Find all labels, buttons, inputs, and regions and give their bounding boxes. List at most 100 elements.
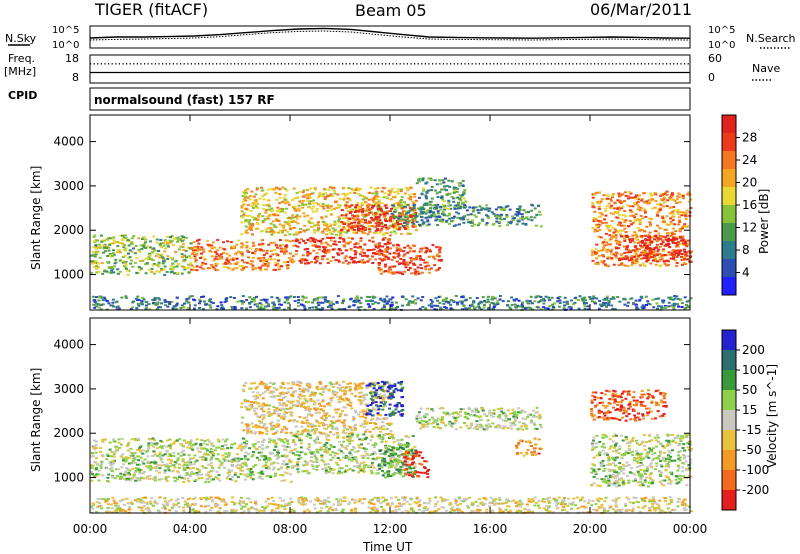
cell-3-4 <box>320 216 324 219</box>
cell-3-6 <box>384 270 388 273</box>
cell-3-1 <box>163 250 167 253</box>
cell-4-0 <box>458 508 461 511</box>
cell-3-10 <box>655 253 659 256</box>
cell-3-4 <box>404 203 408 206</box>
cell-3-9 <box>627 195 631 198</box>
cell-3-0 <box>683 296 687 299</box>
cell-3-9 <box>661 215 664 218</box>
cell-4-0 <box>249 501 253 504</box>
cell-3-7 <box>520 213 524 216</box>
cell-3-5 <box>403 226 407 229</box>
cell-3-2 <box>280 250 283 253</box>
cell-4-0 <box>545 509 549 512</box>
cell-4-1 <box>230 479 234 482</box>
cell-4-1 <box>195 438 199 441</box>
cell-3-4 <box>261 195 265 198</box>
cell-3-8 <box>459 207 462 210</box>
cell-3-9 <box>602 255 606 258</box>
cell-3-2 <box>200 255 204 258</box>
cell-3-4 <box>389 231 393 234</box>
cell-3-7 <box>485 214 488 217</box>
cell-3-9 <box>661 250 665 253</box>
cell-4-0 <box>489 496 493 499</box>
cell-3-4 <box>383 187 387 190</box>
cell-3-3 <box>374 253 378 255</box>
cell-3-1 <box>133 252 137 255</box>
cell-4-1 <box>161 461 165 464</box>
noise-panel: N.Sky 10^5 10^0 10^5 10^0 N.Search <box>5 25 796 51</box>
cell-3-1 <box>153 249 157 252</box>
cell-3-0 <box>680 302 684 305</box>
cell-3-0 <box>583 296 587 299</box>
cell-3-0 <box>300 299 304 302</box>
cell-3-3 <box>337 260 341 263</box>
cell-3-1 <box>97 243 101 246</box>
cell-3-0 <box>202 295 205 298</box>
cell-4-0 <box>301 499 305 502</box>
cell-4-1 <box>162 445 166 447</box>
cell-4-0 <box>152 504 156 507</box>
cell-3-5 <box>404 225 408 227</box>
cell-3-9 <box>677 196 681 199</box>
cell-3-5 <box>340 229 344 232</box>
cell-3-9 <box>619 263 623 266</box>
cell-3-0 <box>602 301 605 304</box>
cell-3-10 <box>674 249 678 252</box>
cell-3-8 <box>454 196 458 199</box>
cell-4-0 <box>544 498 548 501</box>
cell-4-1 <box>133 461 137 464</box>
cell-4-0 <box>122 503 126 506</box>
cell-3-5 <box>385 206 389 209</box>
cell-3-4 <box>354 188 358 191</box>
cell-3-9 <box>670 193 674 196</box>
cell-3-4 <box>240 206 244 209</box>
cell-3-4 <box>282 224 286 227</box>
cell-3-2 <box>201 248 205 251</box>
cell-3-5 <box>379 209 383 212</box>
cell-4-1 <box>146 447 150 450</box>
cell-3-1 <box>182 266 186 268</box>
cell-3-0 <box>296 301 300 304</box>
cell-3-4 <box>326 210 330 212</box>
cell-3-7 <box>535 213 539 216</box>
cell-4-0 <box>303 510 307 513</box>
cell-3-1 <box>159 242 163 245</box>
cell-3-9 <box>649 218 653 220</box>
cell-3-7 <box>468 206 472 209</box>
cell-4-0 <box>684 504 688 507</box>
cell-4-0 <box>572 497 576 500</box>
cell-3-0 <box>101 303 105 306</box>
cell-3-4 <box>323 192 327 195</box>
cell-3-9 <box>600 213 604 216</box>
cell-3-0 <box>166 305 170 308</box>
cell-3-6 <box>393 265 397 268</box>
cell-4-1 <box>221 447 225 450</box>
cell-3-4 <box>278 229 282 232</box>
cell-3-0 <box>267 303 271 306</box>
cell-3-2 <box>259 269 263 272</box>
cell-3-4 <box>326 206 330 209</box>
cell-3-0 <box>185 298 189 301</box>
cell-3-10 <box>659 235 663 238</box>
cell-3-4 <box>240 233 244 236</box>
cell-3-0 <box>256 302 260 305</box>
cell-3-0 <box>134 297 138 300</box>
cell-3-4 <box>338 230 342 233</box>
cell-3-9 <box>675 264 679 267</box>
cell-3-6 <box>409 257 413 260</box>
cell-3-9 <box>634 252 638 255</box>
cell-3-0 <box>521 306 525 309</box>
cell-4-0 <box>650 505 654 508</box>
cell-4-1 <box>127 441 131 444</box>
cell-3-4 <box>256 223 260 226</box>
cell-3-9 <box>614 254 618 257</box>
cell-3-9 <box>608 239 612 242</box>
cell-3-0 <box>129 307 133 310</box>
cell-3-2 <box>227 267 231 270</box>
cell-4-1 <box>227 468 231 471</box>
cell-3-0 <box>510 303 514 306</box>
cell-3-2 <box>278 265 282 268</box>
cell-3-0 <box>478 306 482 309</box>
cell-3-0 <box>390 301 394 304</box>
